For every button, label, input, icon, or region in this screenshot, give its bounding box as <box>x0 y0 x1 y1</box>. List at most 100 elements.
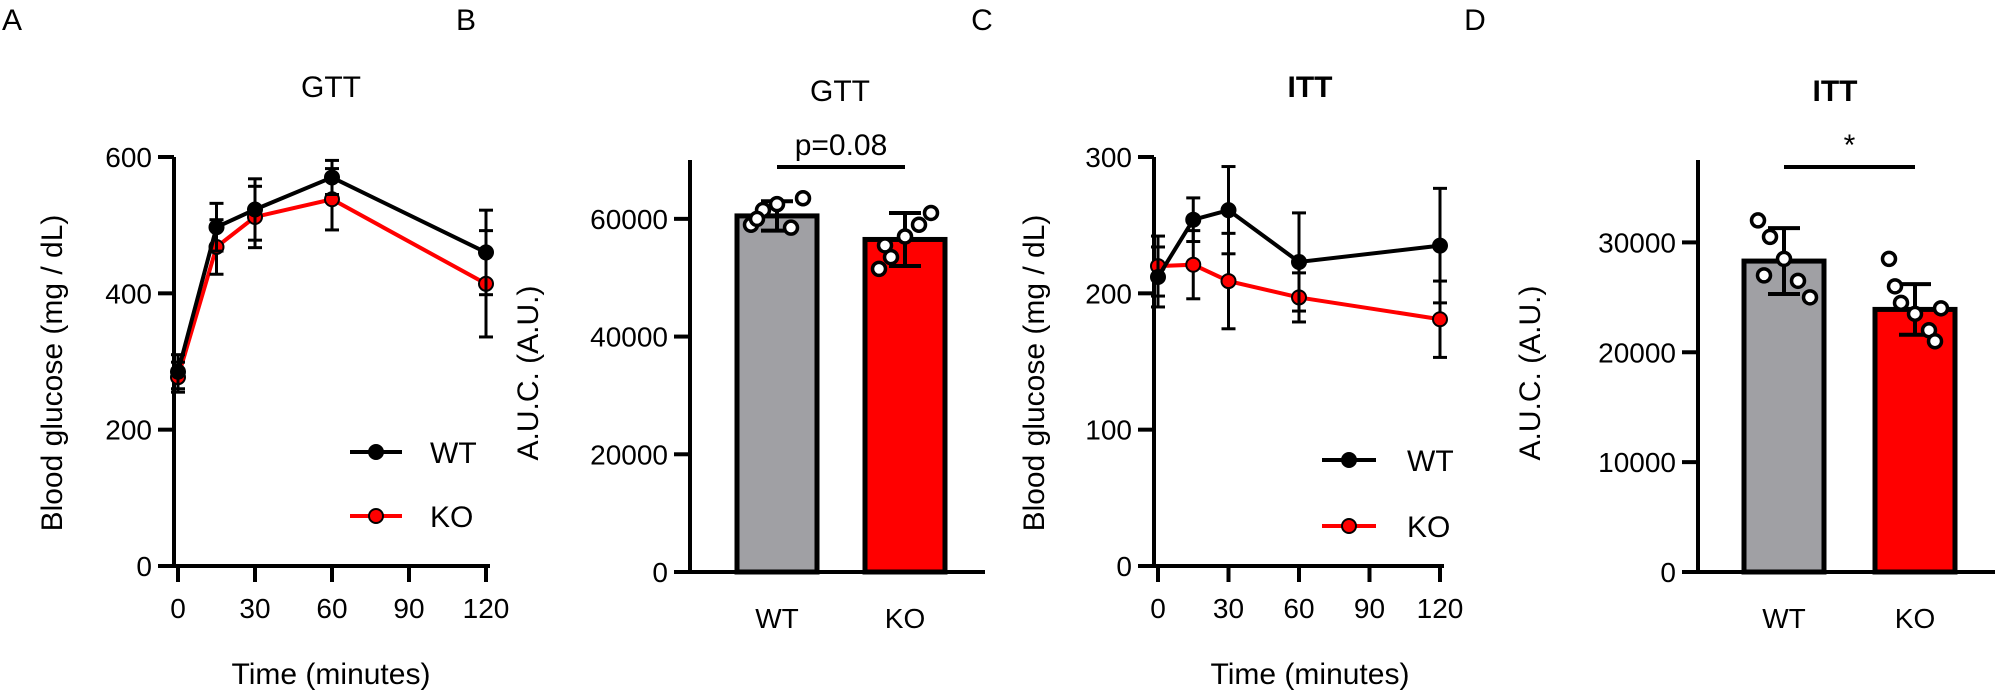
sample-point-ko-d-2 <box>1906 305 1924 323</box>
sample-point-ko-d-0 <box>1880 250 1898 268</box>
legend-label-wt-c: WT <box>1407 445 1454 478</box>
legend-marker-wt-a <box>368 444 384 460</box>
legend-label-ko-a: KO <box>430 501 473 534</box>
y-axis-label-a: Blood glucose (mg / dL) <box>36 215 69 532</box>
sample-point-wt-d-2 <box>1775 250 1793 268</box>
sample-point-ko-d-5 <box>1886 278 1904 295</box>
x-axis-label-c: Time (minutes) <box>1211 658 1410 691</box>
data-point-wt-c-0 <box>1150 268 1166 285</box>
legend-marker-ko-c <box>1341 518 1357 534</box>
sample-point-ko-d-1 <box>1892 294 1910 312</box>
sample-point-ko-b-0 <box>870 260 888 278</box>
data-point-wt-c-2 <box>1220 202 1237 219</box>
y-tick-label-d-1: 10000 <box>1598 447 1676 478</box>
chart-title-b: GTT <box>810 75 870 108</box>
sample-point-wt-d-5 <box>1755 267 1773 284</box>
bar-ko-d <box>1872 306 1958 575</box>
y-tick-label-d-0: 0 <box>1660 557 1676 588</box>
data-point-ko-c-1 <box>1185 256 1202 273</box>
data-point-wt-a-2 <box>247 201 263 218</box>
panel-b: B GTT A.U.C. (A.U.) 0 20000 40000 60000 WT KO… <box>456 4 985 634</box>
data-point-wt-a-3 <box>324 169 340 186</box>
y-tick-label-c-1: 100 <box>1085 415 1132 446</box>
panel-letter-a: A <box>2 4 22 37</box>
panel-letter-d: D <box>1464 4 1486 37</box>
sample-point-wt-d-1 <box>1761 228 1779 246</box>
y-tick-label-a-1: 200 <box>105 415 152 446</box>
x-tick-label-c-4: 120 <box>1417 593 1464 624</box>
data-point-ko-c-2 <box>1220 273 1237 290</box>
x-tick-label-c-0: 0 <box>1150 593 1166 624</box>
sample-point-wt-d-0 <box>1749 212 1767 229</box>
x-tick-label-c-2: 60 <box>1283 593 1314 624</box>
legend-marker-wt-c <box>1341 452 1357 468</box>
x-tick-label-d-1: KO <box>1895 603 1935 634</box>
y-tick-label-b-3: 60000 <box>590 204 668 235</box>
sample-point-wt-b-5 <box>748 210 766 228</box>
data-point-wt-a-4 <box>478 244 494 261</box>
sample-point-wt-d-3 <box>1789 272 1807 290</box>
legend-marker-ko-a <box>368 508 384 524</box>
data-point-ko-c-4 <box>1432 311 1448 328</box>
sample-point-ko-d-6 <box>1926 333 1944 350</box>
x-tick-label-a-3: 90 <box>393 593 424 624</box>
x-tick-label-c-3: 90 <box>1354 593 1385 624</box>
significance-label-d: * <box>1844 129 1856 162</box>
y-tick-label-c-3: 300 <box>1085 142 1132 173</box>
series-wt-c <box>1150 165 1448 313</box>
bar-wt-b <box>734 213 820 575</box>
x-tick-label-b-0: WT <box>755 603 799 634</box>
panel-a: A GTT Time (minutes) Blood glucose (mg /… <box>2 4 509 691</box>
chart-title-d: ITT <box>1813 75 1858 108</box>
panel-c: C ITT Time (minutes) Blood glucose (mg /… <box>971 4 1463 691</box>
data-point-wt-a-0 <box>170 363 186 380</box>
data-point-wt-c-4 <box>1432 237 1448 254</box>
chart-title-c: ITT <box>1288 71 1333 104</box>
sample-point-wt-b-2 <box>768 195 786 213</box>
chart-title-a: GTT <box>301 71 361 104</box>
y-tick-label-c-2: 200 <box>1085 278 1132 309</box>
x-tick-label-a-0: 0 <box>170 593 186 624</box>
y-tick-label-d-2: 20000 <box>1598 337 1676 368</box>
x-tick-label-c-1: 30 <box>1213 593 1244 624</box>
y-tick-label-b-0: 0 <box>652 557 668 588</box>
y-axis-label-d: A.U.C. (A.U.) <box>1514 285 1547 460</box>
y-tick-label-a-2: 400 <box>105 278 152 309</box>
x-tick-label-a-2: 60 <box>316 593 347 624</box>
legend-label-ko-c: KO <box>1407 511 1450 544</box>
x-tick-label-b-1: KO <box>885 603 925 634</box>
x-tick-label-a-4: 120 <box>463 593 510 624</box>
y-tick-label-d-3: 30000 <box>1598 227 1676 258</box>
data-point-wt-a-1 <box>208 219 225 236</box>
y-tick-label-a-0: 0 <box>136 551 152 582</box>
sample-point-ko-b-2 <box>896 228 914 245</box>
y-tick-label-b-2: 40000 <box>590 322 668 353</box>
y-axis-label-c: Blood glucose (mg / dL) <box>1018 215 1051 532</box>
panel-letter-b: B <box>456 4 476 37</box>
sample-point-ko-b-4 <box>922 204 940 222</box>
data-point-wt-c-3 <box>1291 253 1307 270</box>
sample-point-ko-b-3 <box>910 216 928 233</box>
x-tick-label-a-1: 30 <box>239 593 270 624</box>
x-axis-label-a: Time (minutes) <box>232 658 431 691</box>
y-tick-label-a-3: 600 <box>105 142 152 173</box>
bar-ko-b <box>862 236 948 575</box>
significance-label-b: p=0.08 <box>795 129 888 162</box>
sample-point-ko-d-4 <box>1932 300 1950 317</box>
y-tick-label-c-0: 0 <box>1116 551 1132 582</box>
panel-d: D ITT A.U.C. (A.U.) 0 10000 20000 30000 WT KO… <box>1464 4 1995 634</box>
sample-point-ko-b-5 <box>876 237 894 254</box>
legend-label-wt-a: WT <box>430 437 477 470</box>
panel-letter-c: C <box>971 4 993 37</box>
y-axis-label-b: A.U.C. (A.U.) <box>512 285 545 460</box>
sample-point-wt-b-4 <box>794 190 812 207</box>
x-tick-label-d-0: WT <box>1762 603 1806 634</box>
bar-wt-d <box>1741 258 1827 575</box>
sample-point-wt-d-4 <box>1801 289 1819 306</box>
data-point-wt-c-1 <box>1185 211 1202 228</box>
series-ko-c <box>1150 229 1448 359</box>
sample-point-wt-b-3 <box>782 219 800 236</box>
y-tick-label-b-1: 20000 <box>590 439 668 470</box>
series-wt-a <box>170 158 494 391</box>
